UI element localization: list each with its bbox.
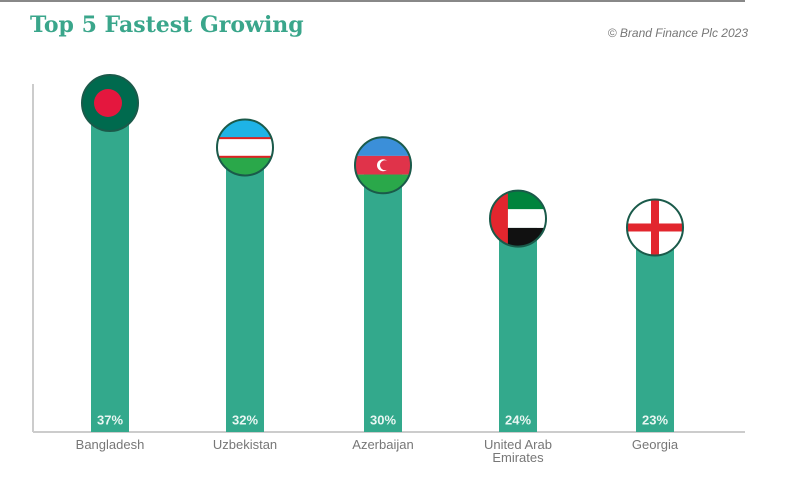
x-tick-label: Uzbekistan	[212, 437, 278, 452]
value-label: 37%	[97, 412, 123, 427]
flag	[354, 136, 412, 195]
bar	[636, 227, 674, 432]
value-label: 24%	[505, 412, 531, 427]
x-tick-label: Georgia	[631, 437, 679, 452]
source-note: © Brand Finance Plc 2023	[607, 26, 748, 40]
flag-body	[82, 75, 138, 131]
flag	[489, 189, 547, 248]
flag	[216, 118, 274, 177]
flag-part	[217, 155, 273, 158]
flag-ring	[216, 118, 274, 177]
flag-part	[217, 138, 273, 157]
flag-body	[627, 199, 683, 256]
flag-part	[217, 137, 273, 140]
x-tick-label: Azerbaijan	[352, 437, 414, 452]
value-label: 30%	[370, 412, 396, 427]
flag-part	[94, 89, 122, 117]
flag	[626, 198, 684, 257]
flag-ring	[489, 189, 547, 248]
bar	[226, 147, 264, 432]
flag-ring	[626, 198, 684, 257]
flag-part	[380, 160, 390, 171]
x-tick-label: Bangladesh	[75, 437, 145, 452]
x-tick-label: United Arab Emirates	[484, 437, 552, 465]
bar	[364, 165, 402, 433]
bar	[91, 103, 129, 432]
value-label: 32%	[232, 412, 258, 427]
bar	[499, 218, 537, 432]
flag-ring	[354, 136, 412, 195]
flag	[81, 74, 139, 132]
chart-title: Top 5 Fastest Growing	[30, 12, 304, 38]
value-label: 23%	[642, 412, 668, 427]
flag-part	[627, 223, 683, 232]
flag-ring	[81, 74, 139, 132]
